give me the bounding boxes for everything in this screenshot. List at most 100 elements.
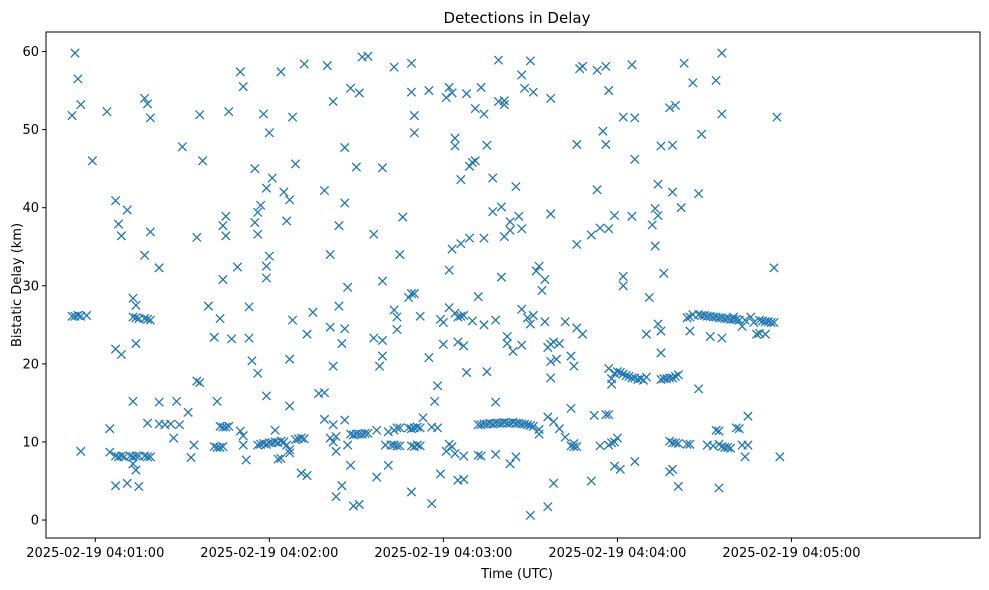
scatter-point: [128, 312, 138, 322]
scatter-point: [601, 139, 611, 150]
scatter-point: [168, 433, 179, 443]
scatter-point: [560, 432, 570, 442]
scatter-point: [667, 373, 678, 383]
scatter-point: [627, 211, 637, 221]
scatter-point: [641, 372, 652, 382]
scatter-point: [131, 313, 141, 323]
scatter-point: [656, 348, 666, 358]
scatter-point: [627, 60, 637, 70]
scatter-point: [769, 317, 779, 328]
scatter-point: [531, 266, 541, 276]
scatter-point: [427, 498, 437, 509]
scatter-point: [192, 232, 202, 243]
scatter-point: [482, 367, 492, 377]
scatter-point: [595, 223, 605, 233]
scatter-point: [508, 346, 518, 357]
scatter-point: [221, 211, 231, 221]
scatter-point: [131, 465, 141, 475]
scatter-point: [110, 481, 121, 491]
scatter-point: [145, 315, 156, 325]
scatter-point: [360, 428, 370, 439]
scatter-point: [290, 434, 301, 445]
scatter-point: [409, 288, 420, 299]
scatter-point: [372, 472, 382, 482]
scatter-point: [760, 329, 771, 339]
x-axis-title: Time (UTC): [480, 567, 553, 582]
scatter-point: [444, 265, 454, 275]
y-tick-label: 60: [22, 45, 39, 60]
scatter-point: [218, 220, 228, 231]
scatter-point: [705, 331, 715, 342]
scatter-point: [664, 373, 675, 383]
scatter-point: [517, 340, 527, 350]
scatter-point: [337, 338, 347, 349]
scatter-point: [641, 329, 652, 339]
scatter-point: [653, 179, 663, 189]
scatter-point: [142, 418, 153, 428]
scatter-point: [688, 78, 698, 88]
scatter-point: [456, 311, 466, 321]
scatter-point: [340, 142, 350, 153]
scatter-point: [560, 317, 570, 327]
scatter-point: [604, 363, 614, 374]
scatter-point: [340, 324, 350, 334]
scatter-point: [670, 438, 681, 448]
scatter-points: [67, 48, 785, 521]
scatter-point: [769, 263, 779, 273]
scatter-point: [70, 48, 80, 58]
scatter-point: [522, 313, 533, 323]
scatter-point: [569, 441, 579, 452]
scatter-point: [517, 224, 527, 234]
scatter-point: [409, 128, 420, 138]
scatter-point: [551, 354, 562, 364]
scatter-point: [122, 205, 132, 215]
scatter-point: [546, 373, 556, 383]
scatter-point: [276, 67, 286, 77]
scatter-point: [328, 420, 338, 430]
scatter-point: [183, 407, 193, 417]
scatter-point: [635, 374, 646, 384]
scatter-point: [609, 210, 620, 221]
scatter-point: [345, 460, 356, 471]
scatter-point: [334, 220, 344, 231]
scatter-point: [731, 423, 742, 433]
scatter-point: [354, 88, 364, 98]
scatter-point: [612, 367, 623, 377]
scatter-point: [566, 403, 576, 414]
scatter-point: [450, 449, 460, 459]
scatter-point: [554, 338, 565, 349]
scatter-point: [714, 426, 724, 436]
scatter-point: [546, 356, 556, 367]
scatter-point: [195, 110, 205, 120]
scatter-point: [435, 469, 446, 479]
x-tick-label: 2025-02-19 04:04:00: [548, 546, 686, 561]
scatter-point: [351, 162, 362, 172]
scatter-point: [131, 451, 141, 461]
scatter-point: [392, 324, 402, 335]
scatter-point: [459, 310, 469, 321]
scatter-point: [476, 82, 486, 93]
scatter-point: [131, 338, 141, 349]
scatter-point: [630, 456, 640, 467]
scatter-point: [215, 442, 225, 453]
scatter-point: [743, 411, 753, 421]
scatter-point: [261, 273, 272, 283]
scatter-point: [403, 292, 414, 303]
scatter-point: [363, 428, 373, 439]
y-axis-ticks: 0 10 20 30 40 50 60: [22, 45, 46, 529]
y-tick-label: 50: [22, 123, 39, 138]
scatter-point: [488, 173, 498, 183]
scatter-point: [473, 292, 483, 302]
scatter-point: [496, 272, 507, 282]
scatter-point: [392, 441, 402, 451]
scatter-point: [775, 452, 785, 462]
scatter-point: [139, 93, 150, 104]
scatter-point: [572, 441, 582, 452]
scatter-point: [276, 436, 286, 446]
scatter-point: [142, 452, 153, 462]
scatter-point: [255, 200, 266, 211]
scatter-point: [284, 401, 295, 411]
scatter-point: [325, 433, 335, 443]
scatter-point: [145, 452, 156, 462]
scatter-point: [548, 416, 559, 427]
